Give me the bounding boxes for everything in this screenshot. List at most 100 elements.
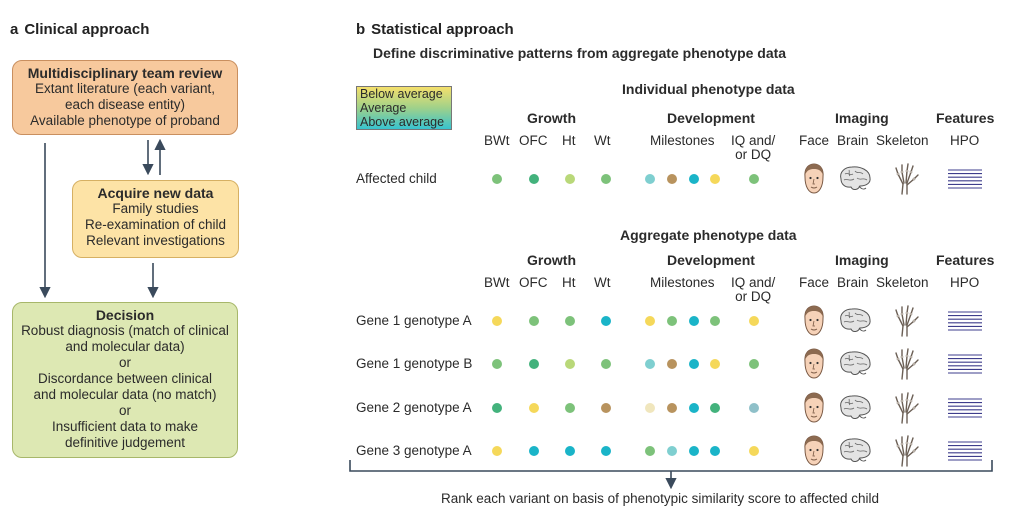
phenotype-dot	[749, 403, 759, 413]
decision-line: and molecular data)	[65, 339, 185, 354]
row-label: Gene 1 genotype B	[356, 356, 473, 371]
col-hpo: HPO	[950, 133, 980, 148]
face-icon	[802, 305, 826, 342]
phenotype-dot	[565, 316, 575, 326]
acquire-line: Family studies	[112, 201, 199, 216]
skeleton-hand-icon	[892, 347, 920, 386]
mdt-review-box: Multidisciplinary team review Extant lit…	[12, 60, 238, 135]
phenotype-dot	[667, 403, 677, 413]
hpo-lines-icon	[948, 168, 982, 195]
phenotype-dot	[689, 359, 699, 369]
decision-line: or	[118, 403, 131, 418]
phenotype-dot	[565, 446, 575, 456]
group-development: Development	[667, 110, 755, 126]
phenotype-dot	[667, 446, 677, 456]
group-imaging: Imaging	[835, 252, 889, 268]
col-face: Face	[799, 133, 830, 148]
phenotype-dot	[565, 359, 575, 369]
phenotype-dot	[601, 359, 611, 369]
ranking-footer: Rank each variant on basis of phenotypic…	[441, 491, 879, 506]
phenotype-dot	[749, 359, 759, 369]
phenotype-dot	[710, 316, 720, 326]
phenotype-dot	[645, 174, 655, 184]
col-wt: Wt	[594, 275, 611, 290]
phenotype-dot	[529, 359, 539, 369]
mdt-title: Multidisciplinary team review	[27, 65, 223, 81]
phenotype-dot	[667, 359, 677, 369]
phenotype-dot	[645, 446, 655, 456]
col-iq-line1: IQ and/	[731, 133, 776, 148]
group-imaging: Imaging	[835, 110, 889, 126]
face-icon	[802, 163, 826, 200]
group-growth: Growth	[527, 110, 576, 126]
col-skeleton: Skeleton	[876, 133, 929, 148]
phenotype-dot	[710, 174, 720, 184]
color-legend: Below average Average Above average	[356, 86, 452, 130]
phenotype-dot	[565, 403, 575, 413]
phenotype-dot	[689, 446, 699, 456]
phenotype-dot	[492, 174, 502, 184]
decision-box: Decision Robust diagnosis (match of clin…	[12, 302, 238, 458]
phenotype-dot	[645, 403, 655, 413]
skeleton-hand-icon	[892, 434, 920, 473]
phenotype-dot	[689, 174, 699, 184]
decision-line: or	[118, 355, 131, 370]
hpo-lines-icon	[948, 353, 982, 380]
col-ht: Ht	[562, 133, 576, 148]
hpo-lines-icon	[948, 310, 982, 337]
phenotype-dot	[601, 403, 611, 413]
mdt-line: each disease entity)	[64, 97, 186, 112]
col-bwt: BWt	[484, 133, 510, 148]
brain-icon	[838, 307, 872, 340]
phenotype-dot	[492, 359, 502, 369]
acquire-line: Relevant investigations	[86, 233, 225, 248]
col-brain: Brain	[837, 275, 869, 290]
phenotype-dot	[689, 316, 699, 326]
panel-b-title: Statistical approach	[371, 21, 514, 38]
col-wt: Wt	[594, 133, 611, 148]
individual-section-title: Individual phenotype data	[622, 81, 795, 97]
phenotype-dot	[689, 403, 699, 413]
face-icon	[802, 392, 826, 429]
col-iq-line1: IQ and/	[731, 275, 776, 290]
mdt-line: Extant literature (each variant,	[34, 81, 216, 96]
acquire-data-box: Acquire new data Family studies Re-exami…	[72, 180, 239, 258]
col-milestones: Milestones	[650, 275, 715, 290]
panel-b-subtitle: Define discriminative patterns from aggr…	[373, 45, 787, 61]
phenotype-dot	[601, 174, 611, 184]
panel-a-heading: a Clinical approach	[10, 21, 149, 38]
col-iq-line2: or DQ	[735, 147, 772, 162]
col-brain: Brain	[837, 133, 869, 148]
col-ofc: OFC	[519, 275, 548, 290]
panel-a-letter: a	[10, 21, 19, 38]
phenotype-dot	[749, 446, 759, 456]
face-icon	[802, 348, 826, 385]
hpo-lines-icon	[948, 440, 982, 467]
legend-average: Average	[360, 101, 407, 115]
decision-line: definitive judgement	[64, 435, 186, 450]
skeleton-hand-icon	[892, 391, 920, 430]
brain-icon	[838, 394, 872, 427]
skeleton-hand-icon	[892, 304, 920, 343]
col-ofc: OFC	[519, 133, 548, 148]
phenotype-dot	[645, 316, 655, 326]
phenotype-dot	[749, 174, 759, 184]
phenotype-dot	[529, 174, 539, 184]
phenotype-dot	[492, 403, 502, 413]
brain-icon	[838, 437, 872, 470]
phenotype-dot	[667, 316, 677, 326]
col-milestones: Milestones	[650, 133, 715, 148]
phenotype-dot	[710, 446, 720, 456]
col-bwt: BWt	[484, 275, 510, 290]
col-face: Face	[799, 275, 830, 290]
phenotype-dot	[492, 316, 502, 326]
phenotype-dot	[529, 316, 539, 326]
brain-icon	[838, 165, 872, 198]
group-features: Features	[936, 110, 995, 126]
col-skeleton: Skeleton	[876, 275, 929, 290]
phenotype-dot	[601, 446, 611, 456]
panel-b-letter: b	[356, 21, 366, 38]
phenotype-dot	[529, 446, 539, 456]
phenotype-dot	[601, 316, 611, 326]
